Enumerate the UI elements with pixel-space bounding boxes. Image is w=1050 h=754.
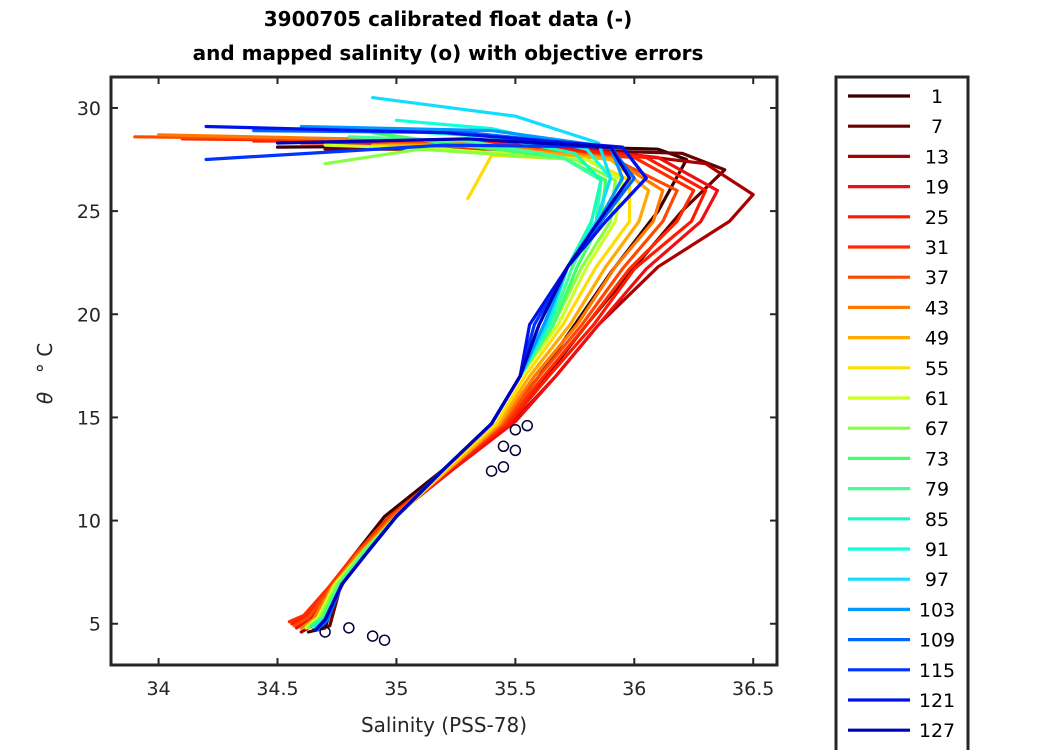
legend-entry-7: 7 — [848, 116, 943, 138]
legend-entry-85: 85 — [848, 509, 949, 531]
legend-label: 91 — [925, 539, 949, 561]
series-line-25 — [252, 139, 708, 626]
series-line-31 — [180, 137, 696, 624]
legend-label: 43 — [925, 297, 949, 319]
series-line-121 — [204, 124, 648, 632]
legend-entry-91: 91 — [848, 539, 949, 561]
legend-entry-109: 109 — [848, 630, 955, 652]
y-tick-label: 15 — [77, 407, 101, 429]
legend-label: 25 — [925, 207, 949, 229]
legend-entry-73: 73 — [848, 448, 949, 470]
y-tick-label: 30 — [77, 98, 101, 120]
legend-label: 103 — [919, 599, 955, 621]
mapped-salinity-marker — [319, 626, 331, 638]
legend-label: 49 — [925, 328, 949, 350]
plot-area — [133, 95, 755, 646]
y-tick-label: 5 — [89, 614, 101, 636]
legend-label: 115 — [919, 660, 955, 682]
legend-label: 55 — [925, 358, 949, 380]
x-tick-label: 35.5 — [494, 678, 536, 700]
legend-entry-13: 13 — [848, 146, 949, 168]
y-tick-label: 20 — [77, 304, 101, 326]
chart-title-line-2: and mapped salinity (o) with objective e… — [193, 41, 704, 65]
mapped-salinity-marker — [366, 630, 379, 642]
mapped-salinity-marker — [509, 424, 522, 436]
series-line-115 — [204, 143, 648, 632]
legend-entry-31: 31 — [848, 237, 949, 259]
x-tick-label: 36 — [622, 678, 646, 700]
x-tick-label: 34.5 — [256, 678, 298, 700]
legend-label: 121 — [919, 690, 955, 712]
mapped-salinity-marker — [521, 419, 533, 432]
axes-frame — [109, 75, 779, 667]
mapped-salinity-marker — [485, 465, 498, 477]
mapped-salinity-marker — [343, 622, 355, 634]
series-line-103 — [299, 124, 625, 632]
x-axis-ticks: 34 34.5 35 35.5 36 36.5 — [146, 77, 774, 700]
x-tick-label: 34 — [146, 678, 170, 700]
y-axis-label-symbol: θ — [33, 392, 57, 404]
chart-title-line-1: 3900705 calibrated float data (-) — [264, 7, 633, 31]
legend-entry-49: 49 — [848, 328, 949, 350]
y-axis-label-group: θ ° C — [33, 343, 57, 404]
legend-label: 97 — [925, 569, 949, 591]
legend-entry-37: 37 — [848, 267, 949, 289]
legend-label: 127 — [919, 720, 955, 742]
mapped-salinity-marker — [378, 634, 391, 646]
x-tick-label: 35 — [384, 678, 408, 700]
series-line-43 — [157, 133, 665, 630]
legend-label: 109 — [919, 630, 955, 652]
legend-entry-25: 25 — [848, 207, 949, 229]
legend-entry-55: 55 — [848, 358, 949, 380]
legend-label: 73 — [925, 448, 949, 470]
x-tick-label: 36.5 — [732, 678, 774, 700]
series-line-109 — [252, 129, 636, 632]
x-axis-label: Salinity (PSS-78) — [361, 713, 527, 737]
legend-label: 7 — [931, 116, 943, 138]
legend-entry-67: 67 — [848, 418, 949, 440]
legend-entry-115: 115 — [848, 660, 955, 682]
legend-entry-103: 103 — [848, 599, 955, 621]
legend: 1 7 13 19 25 31 37 43 49 55 61 67 73 79 85 91 97 103 109 11… — [848, 86, 955, 742]
mapped-salinity-marker — [509, 444, 522, 457]
mapped-salinity-marker — [497, 461, 510, 473]
legend-label: 37 — [925, 267, 949, 289]
legend-label: 61 — [925, 388, 949, 410]
mapped-salinity-marker — [497, 440, 510, 453]
legend-entry-43: 43 — [848, 297, 949, 319]
legend-entry-79: 79 — [848, 479, 949, 501]
y-tick-label: 25 — [77, 201, 101, 223]
legend-label: 85 — [925, 509, 949, 531]
legend-entry-97: 97 — [848, 569, 949, 591]
legend-label: 19 — [925, 177, 949, 199]
series-line-1 — [275, 143, 689, 634]
legend-entry-127: 127 — [848, 720, 955, 742]
series-line-37 — [133, 135, 679, 628]
legend-entry-19: 19 — [848, 177, 949, 199]
legend-entry-1: 1 — [848, 86, 943, 108]
legend-entry-121: 121 — [848, 690, 955, 712]
legend-label: 1 — [931, 86, 943, 108]
series-line-127 — [275, 137, 632, 632]
legend-entry-61: 61 — [848, 388, 949, 410]
legend-label: 67 — [925, 418, 949, 440]
legend-label: 13 — [925, 146, 949, 168]
y-axis-ticks: 5 10 15 20 25 30 — [77, 98, 777, 636]
y-axis-label-unit: ° C — [33, 343, 57, 373]
legend-label: 31 — [925, 237, 949, 259]
legend-label: 79 — [925, 479, 949, 501]
y-tick-label: 10 — [77, 511, 101, 533]
